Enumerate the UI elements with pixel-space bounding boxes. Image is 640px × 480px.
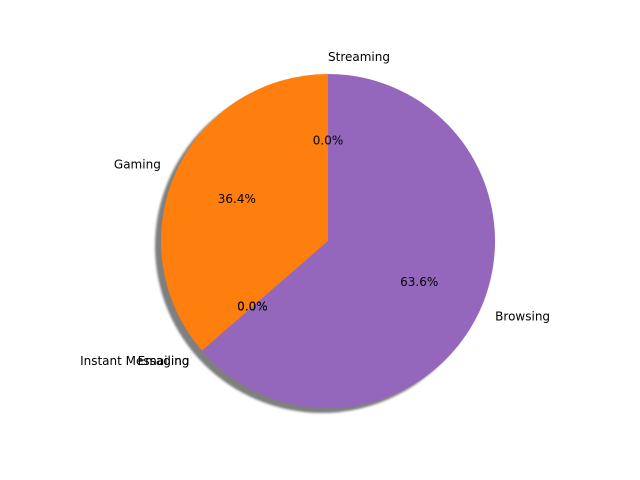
pie-labels: Streaming 0.0% Gaming 36.4% Instant Messagin… [80, 50, 550, 368]
slice-label-browsing: Browsing [495, 310, 550, 324]
pct-label-gaming: 36.4% [218, 192, 256, 206]
slice-label-streaming: Streaming [328, 50, 390, 64]
pct-label-emailing: 0.0% [237, 299, 268, 313]
pie-slice-browsing [202, 74, 496, 408]
slice-label-emailing: Emailing [138, 354, 190, 368]
slice-label-instant-messaging: Instant Messaging [80, 354, 189, 368]
pct-label-instant-messaging: 0.0% [237, 299, 268, 313]
pie-slice-gaming [161, 74, 328, 351]
slice-label-gaming: Gaming [114, 157, 161, 171]
pct-label-browsing: 63.6% [400, 275, 438, 289]
pie-slices [161, 74, 496, 408]
pct-label-streaming: 0.0% [313, 133, 344, 147]
